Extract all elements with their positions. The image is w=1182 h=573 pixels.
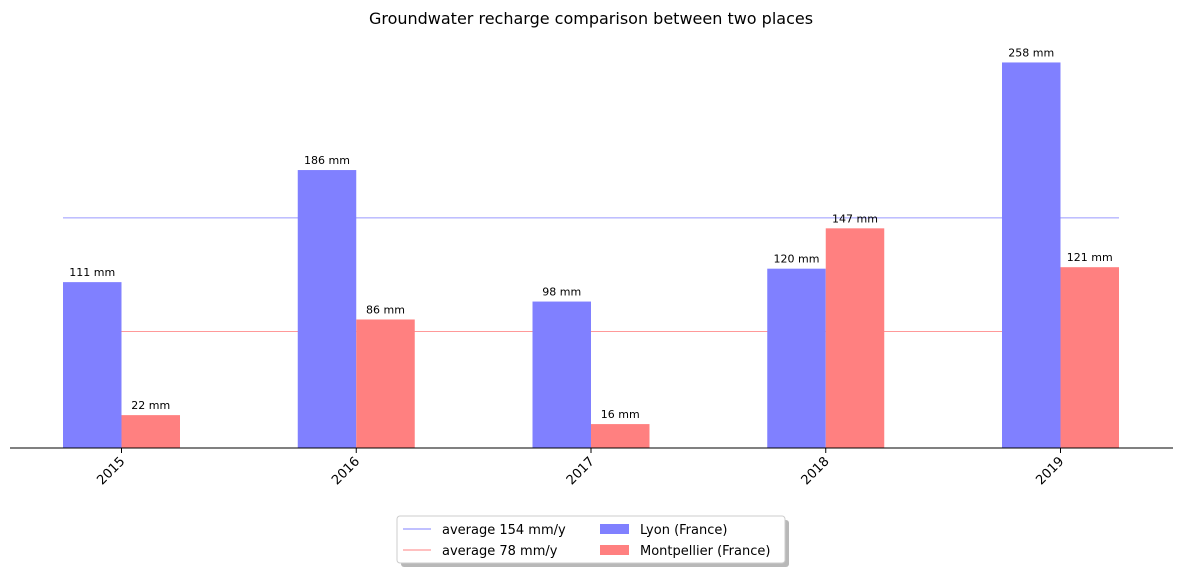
- bar-2015-series-1: [63, 282, 122, 448]
- legend-label-series-1: Lyon (France): [640, 523, 727, 538]
- data-label-2019-series-1: 258 mm: [1008, 46, 1054, 59]
- bar-2017-series-1: [532, 301, 591, 448]
- bar-2016-series-2: [356, 319, 415, 448]
- x-tick-label-2017: 2017: [564, 454, 598, 488]
- data-labels-group: 111 mm 22 mm 186 mm 86 mm 98 mm 16 mm 120 mm 14…: [69, 46, 1112, 421]
- legend-swatch-series-2: [600, 545, 629, 555]
- legend-swatch-series-1: [600, 524, 629, 534]
- legend: average 154 mm/y average 78 mm/y Lyon (Fra…: [396, 515, 789, 567]
- legend-label-series-2: Montpellier (France): [640, 544, 770, 559]
- bar-2019-series-1: [1002, 62, 1061, 448]
- data-label-2017-series-1: 98 mm: [542, 286, 581, 299]
- x-tick-label-2018: 2018: [799, 454, 833, 488]
- bar-2019-series-2: [1060, 267, 1119, 448]
- bar-2018-series-1: [767, 268, 826, 448]
- data-label-2018-series-2: 147 mm: [832, 212, 878, 225]
- data-label-2018-series-1: 120 mm: [774, 253, 820, 266]
- bar-2018-series-2: [825, 228, 885, 448]
- bar-2015-series-2: [121, 415, 180, 448]
- x-tick-label-2015: 2015: [94, 454, 128, 488]
- legend-items: average 154 mm/y average 78 mm/y Lyon (Fra…: [403, 523, 770, 559]
- bar-2017-series-2: [591, 424, 650, 448]
- bars-group: [63, 62, 1119, 448]
- x-axis-ticks: 2015 2016 2017 2018 2019: [94, 448, 1067, 488]
- legend-label-reference-1: average 154 mm/y: [442, 523, 566, 538]
- bar-2016-series-1: [297, 170, 357, 448]
- data-label-2015-series-2: 22 mm: [131, 399, 170, 412]
- data-label-2017-series-2: 16 mm: [601, 408, 640, 421]
- data-label-2016-series-1: 186 mm: [304, 154, 350, 167]
- data-label-2016-series-2: 86 mm: [366, 303, 405, 316]
- legend-label-reference-2: average 78 mm/y: [442, 544, 558, 559]
- x-tick-label-2016: 2016: [329, 454, 363, 488]
- chart-title: Groundwater recharge comparison between …: [369, 9, 813, 28]
- data-label-2015-series-1: 111 mm: [69, 266, 115, 279]
- legend-box: [396, 515, 786, 564]
- data-label-2019-series-2: 121 mm: [1067, 251, 1113, 264]
- x-tick-label-2019: 2019: [1033, 454, 1067, 488]
